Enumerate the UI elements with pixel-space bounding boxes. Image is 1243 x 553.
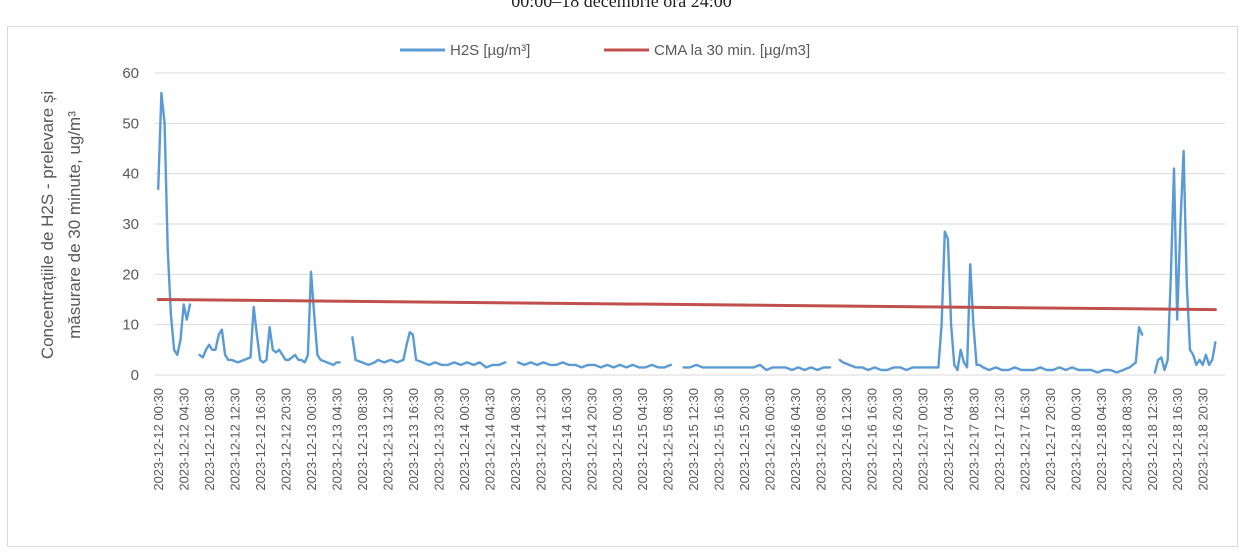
y-tick-label: 20 (122, 266, 139, 283)
x-tick-label: 2023-12-16 08:30 (814, 388, 829, 491)
x-tick-label: 2023-12-16 04:30 (788, 388, 803, 491)
x-tick-label: 2023-12-13 20:30 (431, 388, 446, 491)
x-tick-label: 2023-12-16 00:30 (763, 388, 778, 491)
x-tick-label: 2023-12-18 08:30 (1119, 388, 1134, 491)
y-axis-label: Concentrațiile de H2S - prelevare și măsu… (38, 91, 84, 359)
x-tick-label: 2023-12-17 08:30 (966, 388, 981, 491)
x-tick-label: 2023-12-15 08:30 (661, 388, 676, 491)
series-line (156, 298, 1217, 312)
x-tick-label: 2023-12-14 08:30 (508, 388, 523, 491)
series-line (682, 363, 832, 372)
x-tick-label: 2023-12-16 20:30 (890, 388, 905, 491)
x-tick-label: 2023-12-14 16:30 (559, 388, 574, 491)
x-tick-label: 2023-12-17 16:30 (1017, 388, 1032, 491)
x-tick-label: 2023-12-12 12:30 (228, 388, 243, 491)
y-axis-ticks: 0 10 20 30 40 50 60 (122, 65, 139, 384)
x-tick-label: 2023-12-13 16:30 (406, 388, 421, 491)
page-title: 00:00–18 decembrie ora 24:00 (511, 0, 732, 11)
y-tick-label: 50 (122, 115, 139, 132)
x-tick-label: 2023-12-17 12:30 (992, 388, 1007, 491)
x-tick-label: 2023-12-15 16:30 (712, 388, 727, 491)
legend-label: H2S [µg/m³] (450, 42, 530, 59)
x-tick-label: 2023-12-17 04:30 (941, 388, 956, 491)
series-line (157, 91, 192, 357)
series-line (351, 331, 507, 369)
x-tick-label: 2023-12-13 00:30 (304, 388, 319, 491)
x-tick-label: 2023-12-15 12:30 (686, 388, 701, 491)
y-tick-label: 40 (122, 166, 139, 183)
y-tick-label: 60 (122, 65, 139, 82)
x-tick-label: 2023-12-14 04:30 (482, 388, 497, 491)
x-tick-label: 2023-12-17 20:30 (1043, 388, 1058, 491)
x-tick-label: 2023-12-12 16:30 (253, 388, 268, 491)
chart-area (7, 26, 1238, 547)
x-tick-label: 2023-12-13 12:30 (380, 388, 395, 491)
series-line (838, 230, 1144, 374)
x-tick-label: 2023-12-17 00:30 (915, 388, 930, 491)
series-line (198, 270, 341, 367)
x-tick-label: 2023-12-14 20:30 (584, 388, 599, 491)
x-tick-label: 2023-12-16 16:30 (865, 388, 880, 491)
y-tick-label: 30 (122, 216, 139, 233)
y-axis-label-line2: măsurare de 30 minute, ug/m³ (65, 111, 84, 339)
x-axis-ticks: 2023-12-12 00:30 2023-12-12 04:30 2023-12-… (151, 388, 1211, 491)
y-axis-label-line1: Concentrațiile de H2S - prelevare și (38, 91, 57, 359)
x-tick-label: 2023-12-15 00:30 (610, 388, 625, 491)
x-tick-label: 2023-12-12 20:30 (279, 388, 294, 491)
series-lines (156, 91, 1217, 374)
x-tick-label: 2023-12-15 04:30 (635, 388, 650, 491)
x-tick-label: 2023-12-16 12:30 (839, 388, 854, 491)
x-tick-label: 2023-12-13 08:30 (355, 388, 370, 491)
series-line (1153, 149, 1217, 374)
x-tick-label: 2023-12-18 16:30 (1170, 388, 1185, 491)
x-tick-label: 2023-12-12 00:30 (151, 388, 166, 491)
legend: H2S [µg/m³] CMA la 30 min. [µg/m3] (400, 42, 810, 59)
series-line (516, 361, 673, 369)
x-tick-label: 2023-12-13 04:30 (330, 388, 345, 491)
x-tick-label: 2023-12-15 20:30 (737, 388, 752, 491)
x-tick-label: 2023-12-18 20:30 (1196, 388, 1211, 491)
x-tick-label: 2023-12-14 12:30 (533, 388, 548, 491)
x-tick-label: 2023-12-18 04:30 (1094, 388, 1109, 491)
x-tick-label: 2023-12-14 00:30 (457, 388, 472, 491)
legend-label: CMA la 30 min. [µg/m3] (654, 42, 810, 59)
y-tick-label: 10 (122, 317, 139, 334)
x-tick-label: 2023-12-18 12:30 (1145, 388, 1160, 491)
x-tick-label: 2023-12-18 00:30 (1068, 388, 1083, 491)
x-tick-label: 2023-12-12 04:30 (177, 388, 192, 491)
x-tick-label: 2023-12-12 08:30 (202, 388, 217, 491)
y-tick-label: 0 (131, 367, 139, 384)
gridlines (155, 72, 1225, 376)
